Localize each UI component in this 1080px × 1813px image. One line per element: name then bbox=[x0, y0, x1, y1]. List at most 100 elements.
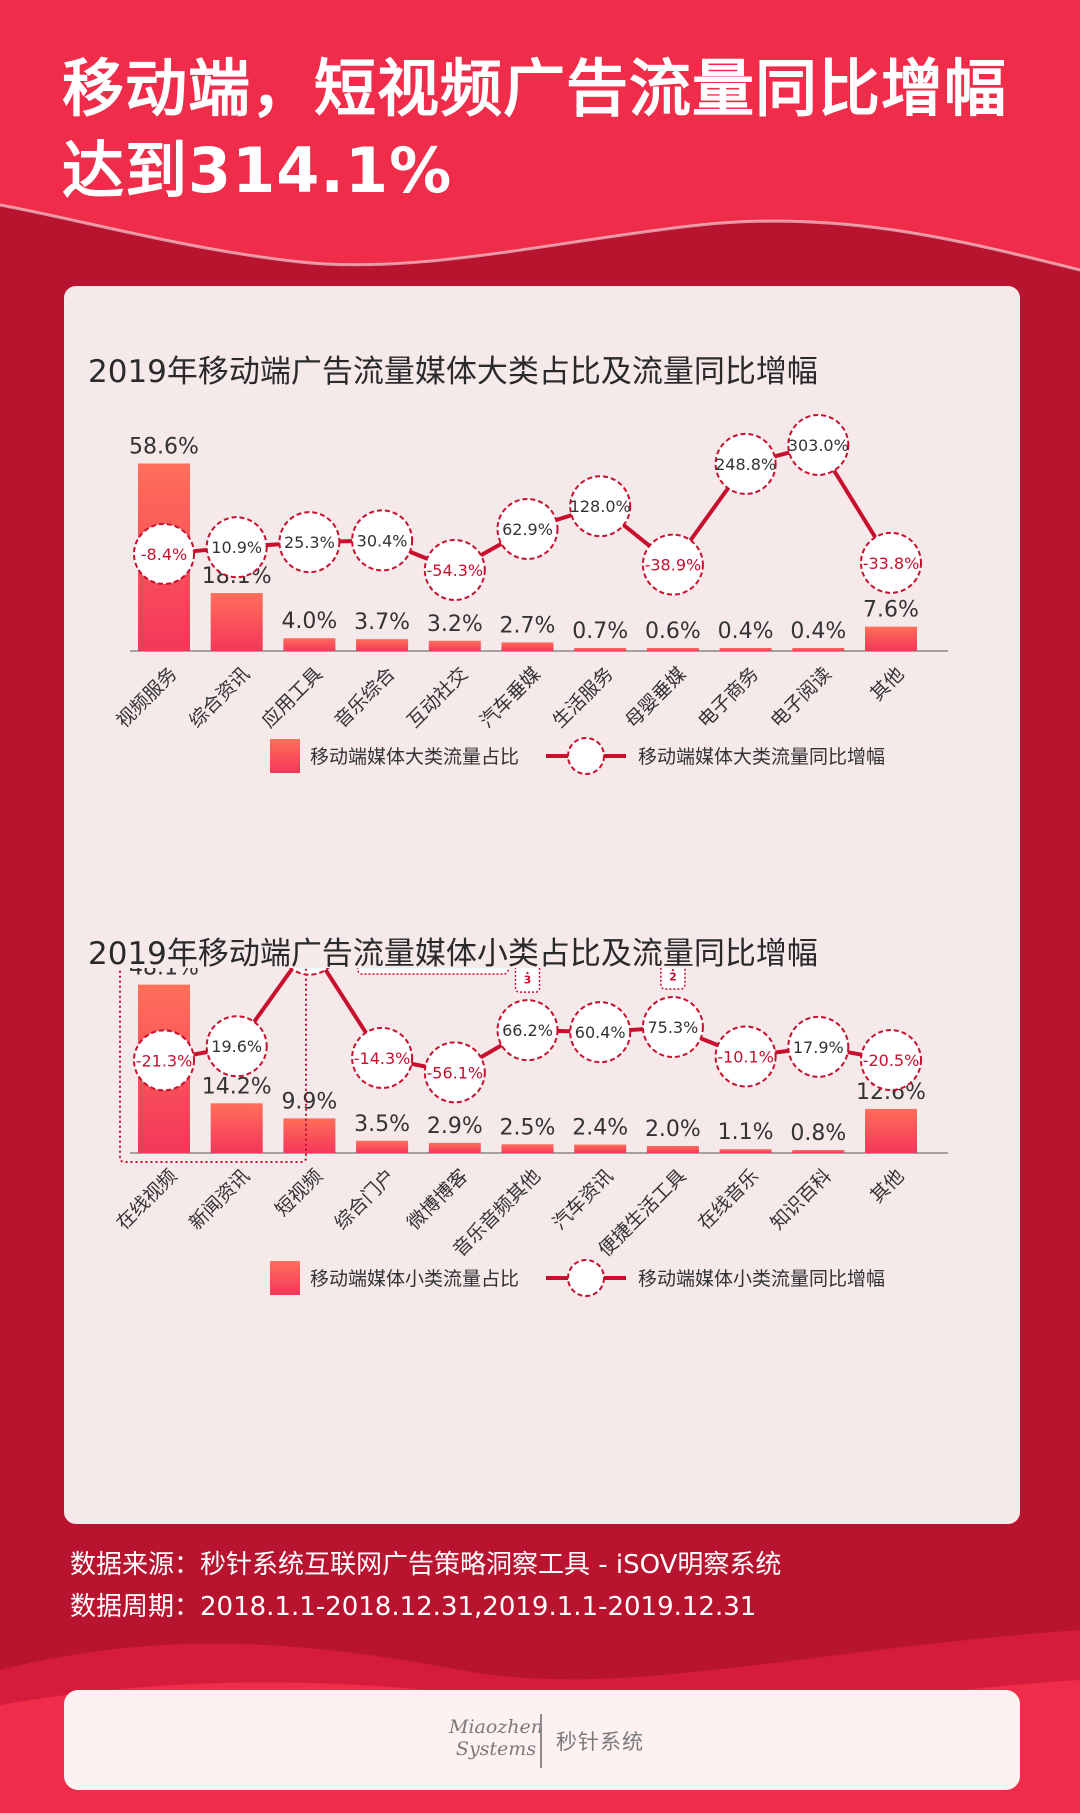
category-label: 新闻资讯 bbox=[185, 1165, 254, 1234]
bar-value-label: 0.7% bbox=[572, 619, 628, 644]
bar bbox=[792, 648, 845, 651]
growth-value-label: -20.5% bbox=[863, 1051, 920, 1070]
growth-point bbox=[569, 1001, 632, 1064]
growth-value-label: 60.4% bbox=[575, 1023, 626, 1042]
bar-value-label: 0.4% bbox=[790, 619, 846, 644]
data-period: 数据周期：2018.1.1-2018.12.31,2019.1.1-2019.1… bbox=[70, 1592, 757, 1622]
growth-point bbox=[496, 497, 559, 560]
growth-value-label: -56.1% bbox=[426, 1063, 483, 1082]
growth-value-label: -21.3% bbox=[136, 1051, 193, 1070]
growth-point bbox=[569, 475, 632, 538]
bar bbox=[501, 1144, 554, 1153]
chart2: 48.1% 在线视频 14.2% 新闻资讯 9.9% 短视频 3.5% 综合门户 2.9% 微博博… bbox=[112, 968, 948, 1297]
logo-card: Miaozhen Systems 秒针系统 bbox=[64, 1690, 1020, 1790]
growth-value-label: 19.6% bbox=[211, 1037, 262, 1056]
logo-cn-name: 秒针系统 bbox=[556, 1730, 644, 1754]
bar-value-label: 2.0% bbox=[645, 1117, 701, 1142]
growth-value-label: 10.9% bbox=[211, 538, 262, 557]
growth-value-label: 30.4% bbox=[357, 531, 408, 550]
bar-value-label: 0.6% bbox=[645, 619, 701, 644]
no3-tag-char: . bbox=[525, 968, 529, 977]
no2-tag bbox=[660, 968, 686, 990]
category-label: 知识百科 bbox=[767, 1165, 836, 1234]
bar bbox=[356, 1140, 409, 1153]
growth-point bbox=[133, 522, 195, 585]
bar bbox=[210, 1103, 263, 1153]
growth-value-label: -10.1% bbox=[717, 1047, 774, 1066]
category-label: 母婴垂媒 bbox=[621, 663, 690, 732]
bar bbox=[646, 1146, 699, 1153]
category-label: 在线视频 bbox=[112, 1165, 181, 1234]
bar-value-label: 2.4% bbox=[572, 1116, 628, 1141]
chart2-title: 2019年移动端广告流量媒体小类占比及流量同比增幅 bbox=[88, 936, 818, 972]
growth-point bbox=[496, 999, 559, 1062]
data-source: 数据来源：秒针系统互联网广告策略洞察工具 - iSOV明察系统 bbox=[70, 1550, 782, 1580]
top3-callout bbox=[357, 968, 509, 975]
bar-value-label: 2.7% bbox=[500, 613, 556, 638]
bar bbox=[283, 638, 336, 651]
miaozhen-logo: Miaozhen Systems bbox=[448, 1716, 544, 1760]
growth-value-label: -8.4% bbox=[141, 545, 187, 564]
footer-info: 数据来源：秒针系统互联网广告策略洞察工具 - iSOV明察系统 数据周期：201… bbox=[70, 1544, 781, 1628]
growth-point bbox=[351, 1026, 414, 1089]
headline-line1: 移动端，短视频广告流量同比增幅 bbox=[62, 52, 1008, 125]
category-label: 音乐综合 bbox=[330, 663, 399, 732]
no3-tag bbox=[514, 968, 541, 993]
bar bbox=[428, 640, 481, 651]
growth-point bbox=[641, 533, 704, 596]
category-label: 电子阅读 bbox=[767, 663, 836, 732]
category-label: 互动社交 bbox=[403, 663, 472, 732]
chart1: 58.6%视频服务18.1%综合资讯4.0%应用工具3.7%音乐综合3.2%互动… bbox=[112, 413, 948, 775]
legend-bar-swatch bbox=[270, 739, 300, 773]
headline: 移动端，短视频广告流量同比增幅 达到314.1% bbox=[62, 48, 1022, 212]
category-label: 微博博客 bbox=[403, 1165, 472, 1234]
growth-point bbox=[714, 1025, 777, 1088]
bar bbox=[574, 648, 627, 651]
category-label: 其他 bbox=[866, 663, 908, 705]
category-label: 综合门户 bbox=[330, 1165, 399, 1234]
category-label: 短视频 bbox=[271, 1165, 327, 1221]
category-label: 电子商务 bbox=[694, 663, 763, 732]
bar-value-label: 14.2% bbox=[202, 1074, 272, 1099]
growth-point bbox=[205, 516, 268, 579]
growth-value-label: 66.2% bbox=[502, 1021, 553, 1040]
category-label: 汽车垂媒 bbox=[476, 663, 545, 732]
growth-point bbox=[423, 1041, 486, 1104]
bar-value-label: 0.8% bbox=[790, 1121, 846, 1146]
bar-value-label: 3.5% bbox=[354, 1112, 410, 1137]
legend-line-label: 移动端媒体小类流量同比增幅 bbox=[638, 1268, 885, 1290]
legend-bar-label: 移动端媒体大类流量占比 bbox=[310, 746, 519, 768]
bar bbox=[865, 626, 917, 651]
legend-line-label: 移动端媒体大类流量同比增幅 bbox=[638, 746, 885, 768]
bar-value-label: 4.0% bbox=[281, 609, 337, 634]
bar bbox=[574, 1144, 627, 1153]
category-label: 在线音乐 bbox=[694, 1165, 763, 1234]
bar-value-label: 48.1% bbox=[129, 968, 199, 981]
category-label: 应用工具 bbox=[258, 663, 327, 732]
bar-value-label: 1.1% bbox=[718, 1120, 774, 1145]
legend-bar-swatch bbox=[270, 1261, 300, 1295]
growth-value-label: 128.0% bbox=[570, 497, 631, 516]
bar bbox=[792, 1150, 845, 1153]
bar-value-label: 0.4% bbox=[718, 619, 774, 644]
bar bbox=[646, 648, 699, 651]
growth-value-label: -14.3% bbox=[354, 1049, 411, 1068]
growth-point bbox=[641, 996, 704, 1059]
growth-point bbox=[860, 531, 922, 594]
growth-point bbox=[278, 511, 341, 574]
growth-value-label: 25.3% bbox=[284, 533, 335, 552]
growth-point bbox=[133, 1029, 195, 1092]
bar-value-label: 7.6% bbox=[863, 598, 919, 623]
growth-value-label: -54.3% bbox=[426, 561, 483, 580]
growth-value-label: 75.3% bbox=[647, 1018, 698, 1037]
bar bbox=[719, 1149, 772, 1153]
growth-value-label: -33.8% bbox=[863, 554, 920, 573]
bar bbox=[428, 1142, 481, 1153]
category-label: 汽车资讯 bbox=[548, 1165, 617, 1234]
growth-point bbox=[787, 1015, 850, 1078]
growth-point bbox=[860, 1029, 922, 1092]
no2-tag-char: . bbox=[671, 968, 675, 974]
headline-line2: 达到314.1% bbox=[62, 134, 453, 207]
logo-separator bbox=[540, 1714, 542, 1768]
bar bbox=[356, 639, 409, 651]
